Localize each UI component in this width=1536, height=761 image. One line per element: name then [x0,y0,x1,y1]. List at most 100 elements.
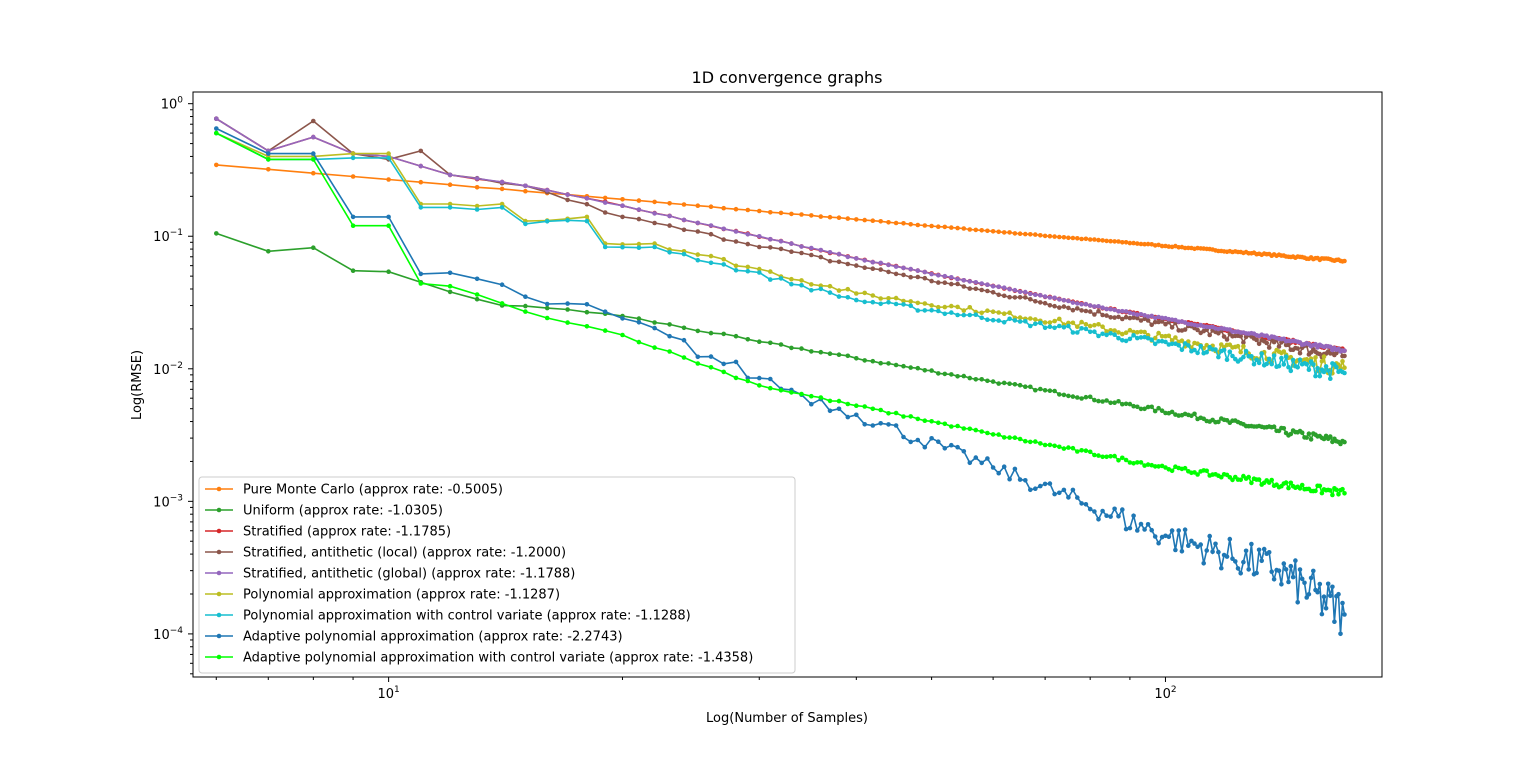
data-point [1092,329,1097,335]
data-point [893,220,899,226]
data-point [768,210,773,215]
data-point [1112,453,1117,459]
data-point [1023,478,1028,483]
data-point [636,216,642,222]
data-point [936,224,941,229]
data-point [1075,495,1080,500]
data-point [1033,321,1038,327]
data-point [936,308,941,314]
data-point [418,179,424,185]
data-point [1083,301,1089,307]
data-point [1023,384,1028,390]
data-point [1042,300,1048,306]
data-point [768,385,773,391]
data-point [1219,565,1224,571]
data-point [1070,300,1076,305]
data-point [1079,501,1084,506]
data-point [929,308,934,313]
data-point [1261,546,1267,552]
data-point [936,371,941,376]
data-point [1283,354,1289,360]
data-point [1104,313,1109,318]
data-point [836,352,842,358]
data-point [757,270,762,275]
data-point [922,308,928,313]
data-point [1166,534,1172,540]
data-point [901,363,906,369]
data-point [1243,548,1249,554]
data-point [1156,464,1161,469]
data-point [1286,364,1291,370]
data-point [1241,340,1246,345]
data-point [845,401,851,407]
data-point [1038,483,1043,489]
data-point [1195,472,1200,477]
data-point [1047,324,1053,330]
data-point [602,309,608,315]
data-point [1330,584,1335,590]
data-point [667,349,672,354]
data-point [708,253,714,259]
data-point [1249,480,1254,486]
data-point [1325,581,1331,587]
data-point [1123,309,1129,314]
data-point [1304,595,1309,600]
data-point [681,251,687,257]
data-point [996,284,1001,290]
data-point [1017,319,1023,324]
data-point [1328,488,1333,493]
data-point [1340,600,1345,606]
data-point [809,393,814,399]
data-point [1163,321,1168,327]
data-point [809,213,814,218]
data-point [1142,463,1147,468]
data-point [1038,320,1043,326]
data-point [1207,332,1212,338]
legend-swatch-marker [216,486,222,492]
data-point [1182,527,1188,532]
data-point [799,278,804,283]
data-point [1306,431,1312,437]
data-point [949,303,954,309]
data-point [584,201,590,207]
data-point [474,207,480,212]
data-point [799,346,804,351]
data-point [799,391,804,397]
data-point [1007,286,1012,292]
data-point [652,320,657,325]
data-point [311,118,316,124]
legend-swatch-marker [216,549,222,555]
data-point [1108,454,1113,459]
data-point [681,202,687,207]
data-point [893,264,899,269]
data-point [1249,541,1254,547]
data-point [908,303,913,309]
data-point [1159,319,1165,324]
data-point [386,214,391,220]
data-point [870,259,876,265]
data-point [1156,540,1161,546]
data-point [1017,295,1023,300]
data-point [1271,576,1277,582]
data-point [1075,306,1080,311]
data-point [636,339,642,345]
data-point [1138,521,1144,527]
data-point [1123,330,1129,336]
data-point [474,176,480,181]
data-point [818,395,824,400]
data-point [667,201,672,206]
data-point [1057,305,1062,310]
data-point [523,188,528,194]
data-point [949,281,954,287]
data-point [1156,314,1161,320]
data-point [681,217,687,223]
data-point [386,177,391,182]
data-point [1276,344,1282,349]
legend-label: Stratified (approx rate: -1.1785) [243,525,451,540]
data-point [1120,240,1125,245]
data-point [1283,567,1289,572]
data-point [584,324,590,329]
data-point [565,301,570,306]
legend-entry: Stratified, antithetic (local) (approx r… [205,546,566,561]
data-point [1142,313,1147,318]
